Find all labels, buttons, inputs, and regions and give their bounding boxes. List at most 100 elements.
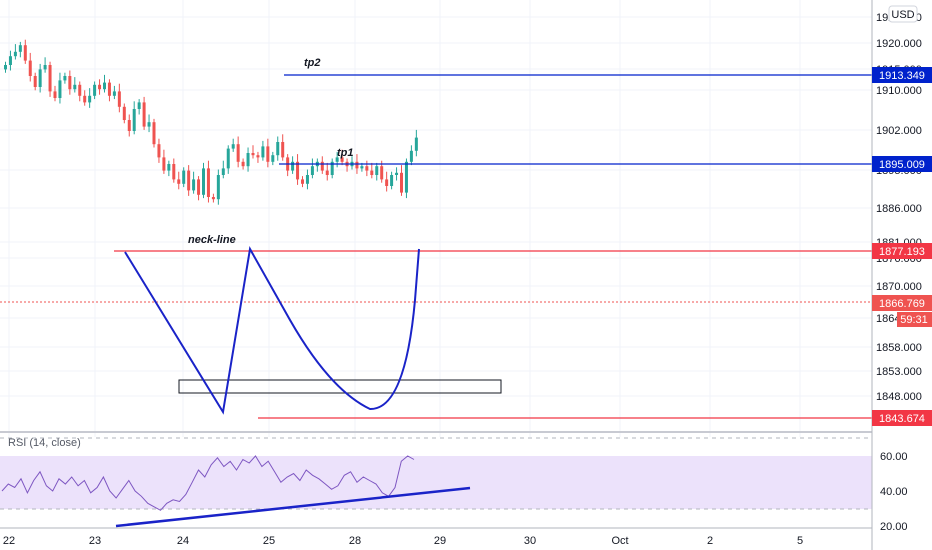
candle-body	[117, 91, 121, 107]
candle-body	[8, 56, 12, 65]
candle-body	[216, 175, 220, 200]
candle-body	[330, 161, 334, 175]
candle-body	[132, 109, 136, 131]
rsi-band	[0, 456, 872, 509]
candle-body	[251, 153, 255, 156]
candle-body	[157, 144, 161, 158]
candle-body	[231, 144, 235, 149]
candle-body	[221, 168, 225, 175]
candle-body	[261, 146, 265, 158]
time-tick-label: 28	[349, 535, 361, 547]
candle-body	[187, 170, 191, 191]
price-grid	[0, 16, 872, 397]
candle-body	[296, 161, 300, 180]
time-tick-label: 22	[3, 535, 15, 547]
candle-body	[355, 161, 359, 169]
rsi-title: RSI (14, close)	[8, 437, 81, 449]
candle-body	[400, 172, 403, 193]
candle-body	[53, 91, 57, 98]
candle-body	[177, 179, 181, 184]
candle-body	[404, 161, 408, 193]
candle-body	[13, 51, 17, 57]
candle-body	[142, 102, 146, 127]
rsi-tick-label: 20.00	[880, 521, 908, 533]
support-price-box	[872, 410, 932, 426]
candle-body	[78, 84, 82, 96]
rsi-tick-label: 40.00	[880, 486, 908, 498]
candle-body	[340, 157, 344, 162]
candle-body	[375, 166, 379, 175]
candle-body	[4, 65, 7, 70]
candle-body	[276, 142, 280, 156]
current-price-label: 1866.769	[879, 298, 925, 310]
candle-body	[43, 65, 47, 70]
candle-body	[320, 161, 324, 171]
candle-body	[167, 164, 171, 171]
neckline-price-label: 1877.193	[879, 246, 925, 258]
candle-body	[380, 166, 384, 180]
candle-body	[266, 146, 270, 162]
candle-body	[172, 164, 176, 180]
currency-badge[interactable]	[888, 5, 918, 23]
candle-body	[301, 179, 304, 184]
candle-body	[197, 179, 201, 195]
price-tick-label: 1848.000	[876, 391, 922, 403]
candle-body	[335, 157, 339, 162]
candle-body	[23, 45, 27, 61]
tp1-price-box	[872, 156, 932, 172]
candle-body	[182, 170, 186, 184]
candle-body	[98, 84, 102, 90]
candle-body	[63, 76, 67, 81]
candle-body	[241, 161, 245, 167]
tp1-price-label: 1895.009	[879, 159, 925, 171]
tp2-price-box	[872, 67, 932, 83]
time-tick-label: 25	[263, 535, 275, 547]
candle-body	[409, 150, 413, 162]
tp1-text: tp1	[337, 147, 354, 159]
candle-body	[162, 157, 166, 171]
current-price-box	[872, 295, 932, 311]
candle-body	[137, 102, 141, 109]
time-tick-label: 5	[797, 535, 803, 547]
candle-body	[122, 106, 126, 120]
rsi-trendline[interactable]	[115, 486, 471, 528]
time-tick-label: 30	[524, 535, 536, 547]
candle-body	[256, 155, 260, 158]
candle-body	[226, 148, 230, 169]
countdown-box	[897, 312, 932, 327]
candle-body	[291, 161, 295, 171]
candle-body	[365, 166, 369, 171]
candle-body	[33, 76, 37, 87]
candle-body	[310, 166, 314, 175]
support-rectangle[interactable]	[178, 379, 502, 394]
candle-body	[370, 170, 374, 175]
candle-body	[395, 172, 399, 175]
pattern-curve[interactable]	[124, 246, 420, 415]
price-tick-label: 1853.000	[876, 366, 922, 378]
countdown-label: 59:31	[900, 314, 928, 326]
price-tick-label: 1902.000	[876, 125, 922, 137]
time-axis[interactable]: 22 23 24 25 28 29 30 Oct 2 5	[0, 527, 872, 547]
rsi-ticks: 60.00 40.00 20.00	[880, 451, 908, 533]
neckline-text: neck-line	[188, 234, 236, 246]
candle-body	[325, 170, 329, 175]
candle-body	[281, 142, 285, 158]
candle-body	[211, 197, 215, 200]
candle-body	[103, 82, 106, 90]
time-tick-label: Oct	[611, 535, 628, 547]
neckline-price-box	[872, 243, 932, 259]
candle-body	[112, 91, 116, 96]
price-axis[interactable]	[872, 0, 932, 550]
price-tick-label: 1920.000	[876, 38, 922, 50]
candle-body	[88, 95, 92, 103]
candle-body	[202, 168, 205, 195]
candle-body	[414, 137, 418, 151]
support-price-label: 1843.674	[879, 413, 925, 425]
candle-body	[107, 82, 111, 96]
candle-body	[206, 168, 210, 197]
candle-body	[68, 76, 72, 90]
tp2-text: tp2	[304, 57, 321, 69]
candle-body	[93, 84, 97, 96]
price-tick-label: 1910.000	[876, 85, 922, 97]
